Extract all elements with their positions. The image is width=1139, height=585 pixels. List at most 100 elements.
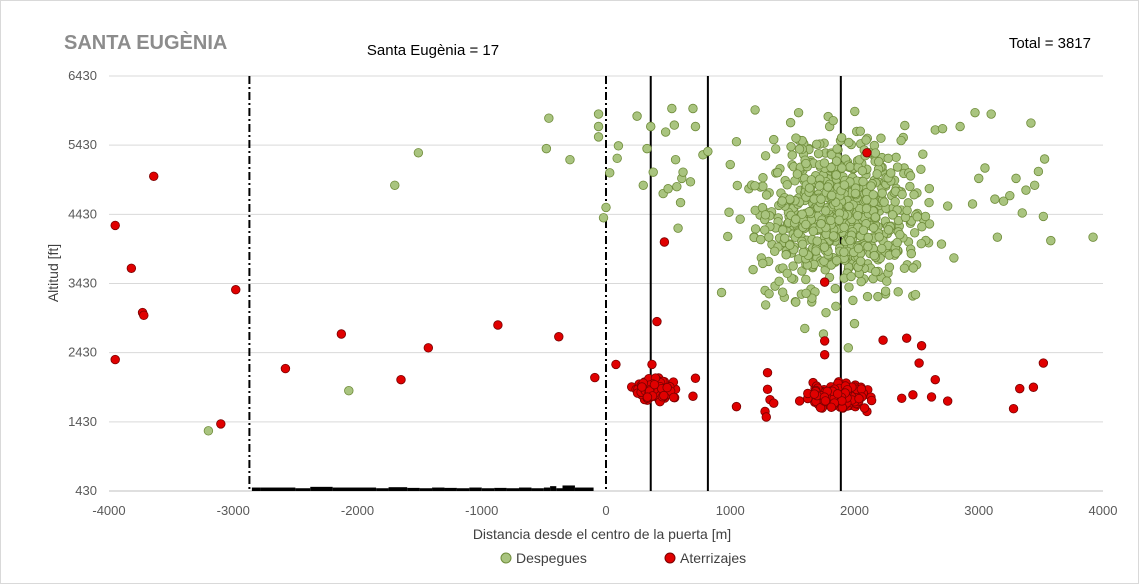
aterrizaje-point <box>690 373 701 383</box>
despegue-point <box>823 182 833 192</box>
aterrizaje-point <box>216 419 226 429</box>
aterrizaje-point <box>554 332 564 342</box>
despegue-point <box>828 231 839 241</box>
despegue-point <box>801 274 811 285</box>
despegue-point <box>791 133 801 143</box>
despegue-point <box>413 148 424 158</box>
y-tick-labels: 430 1430 2430 3430 4430 5430 6430 <box>68 68 97 498</box>
despegue-point <box>846 271 856 282</box>
despegue-point <box>852 210 863 221</box>
despegue-point <box>670 154 681 165</box>
despegue-point <box>797 209 807 219</box>
despegue-point <box>839 247 849 257</box>
terrain-bar <box>550 486 557 491</box>
despegue-point <box>758 181 768 192</box>
despegue-point <box>1017 208 1027 218</box>
x-tick-label: -4000 <box>92 503 125 518</box>
despegue-point <box>808 226 819 236</box>
despegue-point <box>848 295 858 306</box>
aterrizaje-point <box>731 401 742 412</box>
despegue-point <box>918 149 928 159</box>
despegue-point <box>858 225 869 235</box>
aterrizaje-point <box>659 237 670 247</box>
despegue-point <box>836 132 847 143</box>
despegue-point <box>612 153 622 164</box>
despegue-point <box>877 243 887 254</box>
despegue-point <box>780 233 790 243</box>
aterrizaje-point <box>659 390 669 401</box>
despegue-point <box>884 262 895 272</box>
despegue-point <box>912 212 922 222</box>
despegue-point <box>344 386 354 396</box>
despegue-point <box>731 137 742 147</box>
despegue-point <box>678 167 688 177</box>
aterrizaje-point <box>1028 382 1039 392</box>
x-tick-label: 4000 <box>1089 503 1118 518</box>
despegue-point <box>593 121 604 132</box>
despegue-point <box>882 276 892 286</box>
despegue-point <box>830 283 841 294</box>
aterrizaje-point <box>1008 403 1019 414</box>
despegue-point <box>675 197 686 208</box>
terrain-bar <box>432 487 445 491</box>
despegue-point <box>863 241 873 252</box>
aterrizaje-point <box>897 393 907 404</box>
despegue-point <box>970 107 980 118</box>
aterrizaje-point <box>1015 383 1025 394</box>
x-tick-label: 2000 <box>840 503 869 518</box>
terrain-bar <box>562 485 575 491</box>
despegue-point <box>877 188 887 198</box>
despegue-point <box>669 120 680 130</box>
despegue-point <box>716 287 727 298</box>
despegue-point <box>791 297 801 307</box>
terrain-bar <box>469 487 482 491</box>
terrain-bar <box>531 488 544 491</box>
despegue-point <box>870 212 881 222</box>
despegue-point <box>785 194 795 204</box>
terrain-bar <box>295 488 311 491</box>
despegue-point <box>853 243 864 254</box>
aterrizaje-point <box>642 392 653 402</box>
aterrizaje-point <box>856 384 867 394</box>
aterrizaje-point <box>652 316 662 327</box>
aterrizaje-point <box>878 335 888 345</box>
despegue-point <box>792 169 803 179</box>
y-tick-label: 5430 <box>68 137 97 152</box>
despegue-point <box>892 237 902 248</box>
despegue-point <box>769 134 779 145</box>
despegue-point <box>782 180 792 190</box>
despegue-point <box>760 210 771 220</box>
y-tick-label: 430 <box>75 483 97 498</box>
aterrizaje-point <box>820 396 831 406</box>
despegue-point <box>949 253 959 263</box>
despegue-point <box>648 167 658 177</box>
aterrizaje-point <box>110 220 120 231</box>
despegue-point <box>811 139 822 149</box>
aterrizaje-point <box>908 390 918 400</box>
despegue-point <box>593 132 604 142</box>
despegue-point <box>910 289 921 300</box>
terrain-bar <box>556 488 563 491</box>
despegue-point <box>801 158 811 169</box>
aterrizaje-point <box>149 171 159 181</box>
aterrizaje-point <box>647 359 657 370</box>
aterrizaje-point <box>826 402 837 412</box>
despegue-point <box>632 111 642 121</box>
despegue-point <box>980 163 990 173</box>
aterrizaje-point <box>396 374 406 385</box>
despegue-point <box>992 232 1003 242</box>
despegue-point <box>758 258 768 269</box>
despegue-point <box>819 242 830 252</box>
despegue-point <box>703 146 713 157</box>
despegue-point <box>774 276 784 287</box>
aterrizaje-point <box>819 350 830 360</box>
despegue-point <box>844 137 854 148</box>
despegue-point <box>863 232 873 243</box>
terrain-bar <box>543 487 551 491</box>
y-tick-label: 6430 <box>68 68 97 83</box>
despegue-point <box>801 219 811 230</box>
aterrizaje-point <box>866 395 877 406</box>
aterrizaje-point <box>819 336 830 346</box>
despegue-point <box>777 196 787 206</box>
